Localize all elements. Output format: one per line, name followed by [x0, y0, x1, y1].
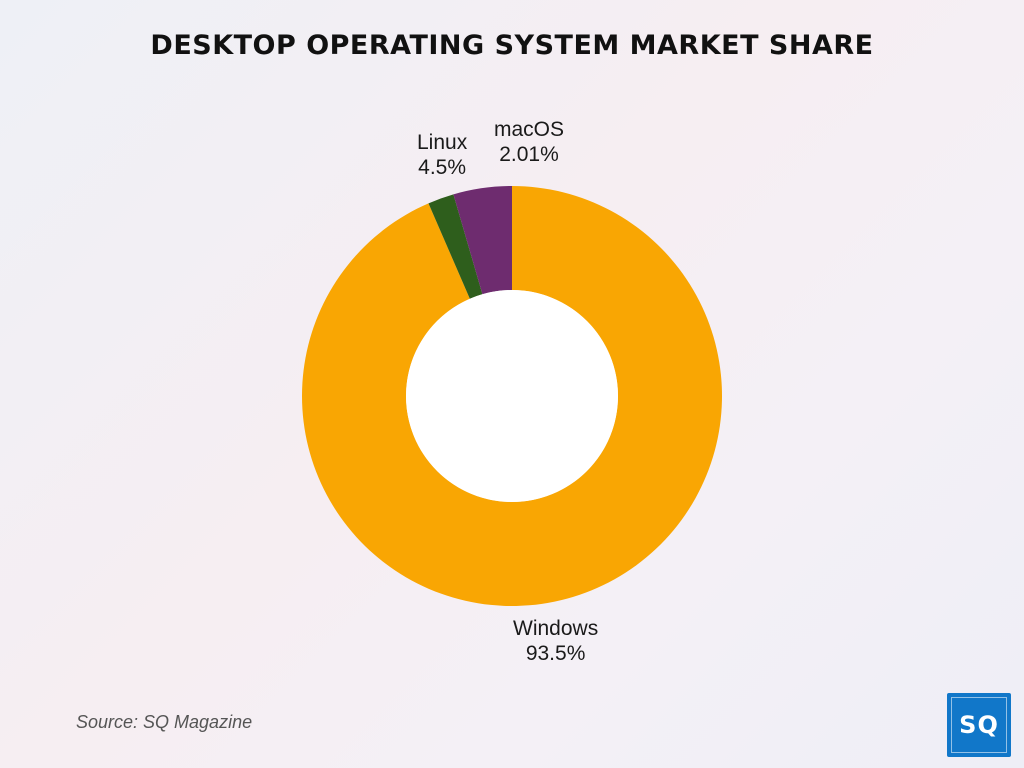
logo-text: SQ — [951, 697, 1007, 753]
slice-label-macos: macOS 2.01% — [494, 117, 564, 167]
chart-title: DESKTOP OPERATING SYSTEM MARKET SHARE — [150, 30, 874, 61]
slice-label-name: macOS — [494, 118, 565, 141]
slice-macos — [428, 194, 483, 299]
slice-label-name: Windows — [513, 617, 599, 640]
slice-label-windows: Windows 93.5% — [513, 616, 598, 666]
slice-label-linux: Linux 4.5% — [417, 130, 467, 180]
slice-windows — [302, 186, 723, 606]
slice-label-value: 4.5% — [418, 156, 467, 179]
slice-linux — [453, 186, 512, 295]
donut-hole — [406, 290, 618, 502]
slice-label-name: Linux — [417, 131, 468, 154]
slice-label-value: 2.01% — [499, 143, 559, 166]
sq-magazine-logo: SQ — [947, 693, 1011, 757]
slice-label-value: 93.5% — [525, 642, 586, 665]
source-note: Source: SQ Magazine — [76, 712, 253, 732]
